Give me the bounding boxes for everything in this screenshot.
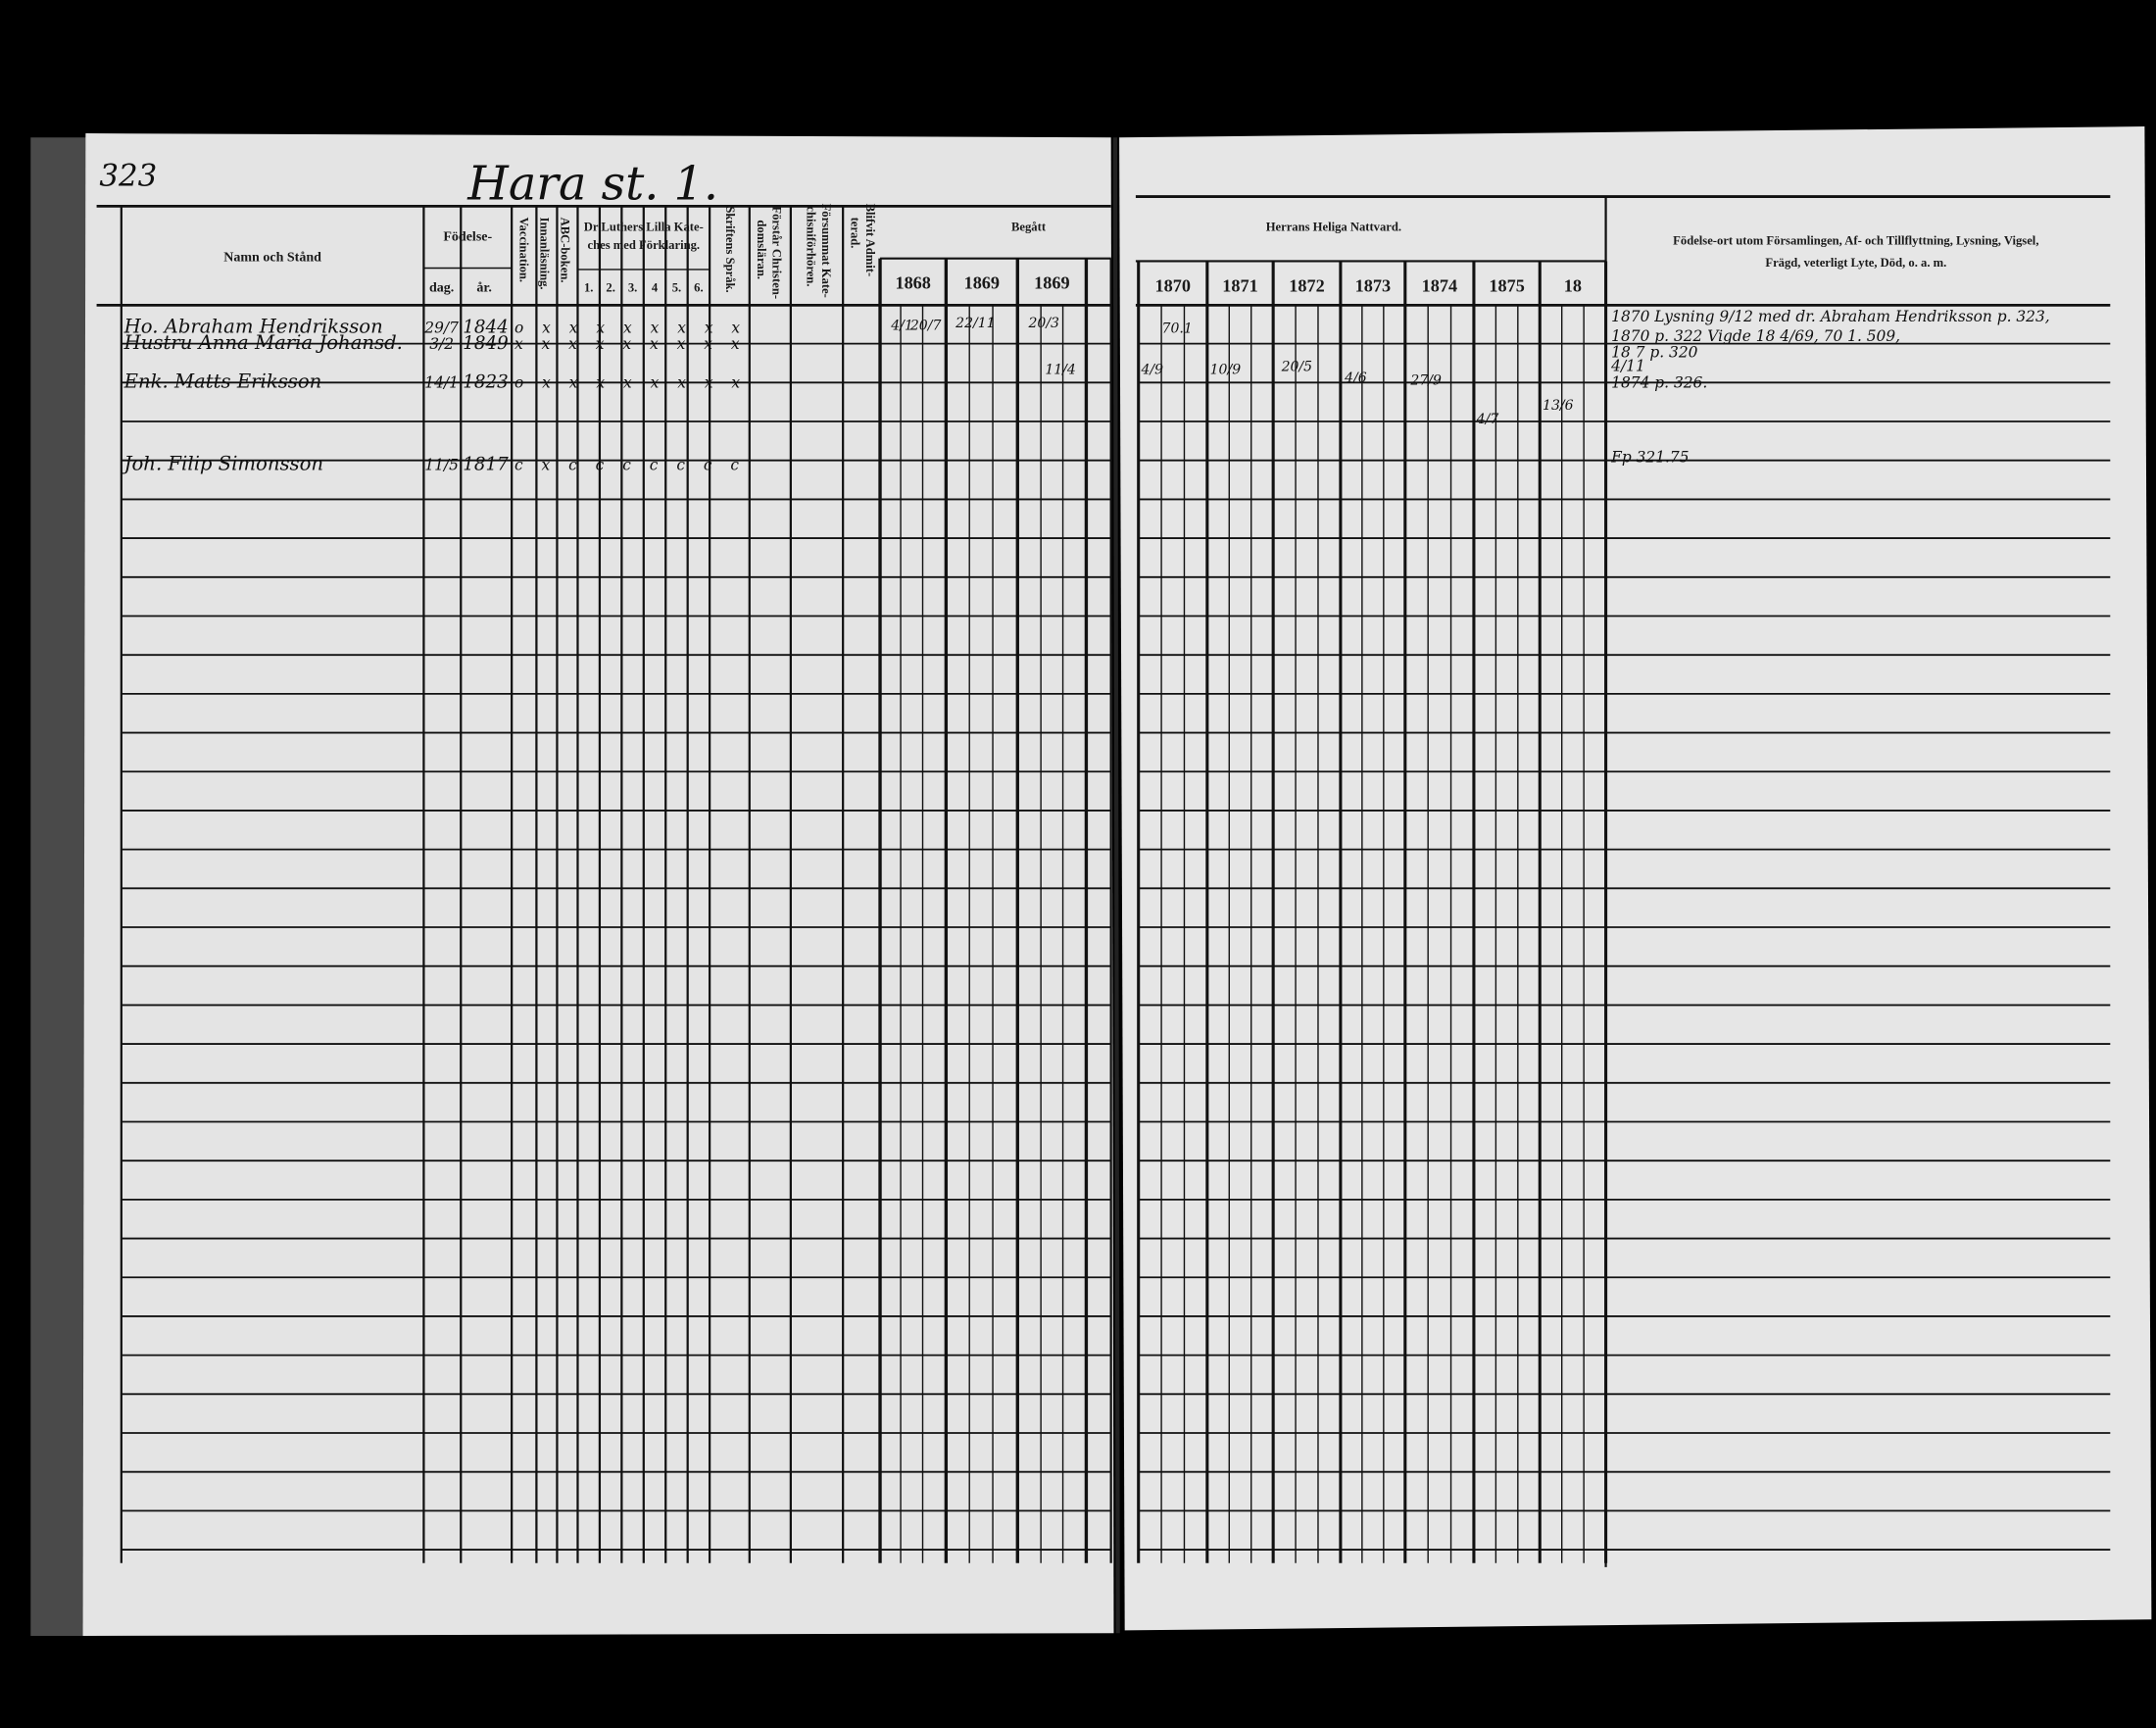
entry-birth-year: 1849	[463, 333, 509, 354]
communion-mark: 20/7	[909, 319, 942, 334]
year-header: 1869	[1034, 273, 1069, 293]
header-nattvard: Herrans Heliga Nattvard.	[1266, 221, 1401, 234]
remark-line: 1874 p. 326.	[1611, 374, 1707, 392]
catechism-part-label: 6.	[694, 280, 703, 294]
entry-marks: o x x x x x x x x	[514, 319, 747, 336]
communion-mark: 22/11	[955, 316, 995, 331]
communion-mark: 4/6	[1344, 370, 1367, 386]
catechism-part-label: 1.	[584, 280, 593, 294]
entry-name: Hustru Anna Maria Johansd.	[123, 331, 403, 354]
remark-line: Fp 321.75	[1610, 448, 1689, 466]
year-header: 1868	[895, 273, 930, 293]
header-name: Namn och Stånd	[223, 250, 321, 265]
entry-birth-year: 1817	[463, 455, 509, 475]
header-forstar-1: Förstår Christen-	[770, 206, 784, 299]
right-page	[1119, 126, 2152, 1631]
communion-mark: 13/6	[1543, 398, 1574, 414]
catechism-part-label: 5.	[672, 280, 681, 294]
communion-mark: 20/3	[1028, 316, 1060, 331]
header-remarks-2: Frägd, veterligt Lyte, Död, o. a. m.	[1765, 256, 1946, 270]
communion-mark: 4/7	[1476, 412, 1499, 427]
communion-mark: 27/9	[1409, 373, 1442, 389]
year-header: 1873	[1355, 275, 1391, 295]
year-header: 18	[1564, 275, 1582, 295]
header-forsummat-1: Försummat Kate-	[819, 204, 833, 298]
year-header: 1870	[1155, 275, 1191, 295]
entry-birth-day: 3/2	[429, 335, 454, 353]
catechism-part-label: 2.	[606, 280, 614, 294]
year-header: 1875	[1489, 275, 1524, 295]
entry-birth-year: 1844	[463, 317, 508, 337]
header-admitterad-2: terad.	[849, 218, 862, 249]
entry-marks: x x x x x x x x x	[514, 335, 747, 353]
header-birth: Födelse-	[443, 229, 492, 244]
remark-line: 1870 p. 322 Vigde 18 4/69, 70 1. 509,	[1611, 327, 1900, 345]
communion-mark: 20/5	[1281, 360, 1313, 375]
entry-birth-year: 1823	[463, 372, 508, 393]
year-header: 1869	[964, 273, 1000, 293]
remark-line: 4/11	[1610, 358, 1645, 375]
entry-birth-day: 14/1	[424, 374, 459, 392]
gutter	[1112, 137, 1120, 1634]
communion-mark: 11/4	[1045, 362, 1075, 377]
year-header: 1872	[1289, 275, 1324, 295]
header-remarks-1: Födelse-ort utom Församlingen, Af- och T…	[1673, 234, 2038, 248]
communion-mark: 4/1	[890, 319, 913, 334]
entry-name: Enk. Matts Eriksson	[123, 370, 322, 393]
left-page	[82, 133, 1114, 1637]
entry-birth-day: 11/5	[424, 457, 459, 474]
entry-marks: o x x x x x x x x	[514, 374, 747, 392]
catechism-part-label: 3.	[628, 280, 637, 294]
communion-mark: 10/9	[1210, 362, 1242, 377]
header-birth-year: år.	[476, 280, 491, 295]
entry-marks: c x c c c c c c c	[514, 457, 746, 474]
header-begatt: Begått	[1011, 221, 1047, 234]
header-forstar-2: domsläran.	[755, 220, 768, 279]
header-birth-day: dag.	[429, 280, 454, 295]
header-skriftens: Skriftens Språk.	[723, 206, 737, 292]
remark-line: 1870 Lysning 9/12 med dr. Abraham Hendri…	[1611, 308, 2050, 325]
header-vaccination: Vaccination.	[517, 218, 531, 282]
header-forsummat-2: chisniförhören.	[805, 206, 818, 286]
village-title: Hara st. 1.	[466, 157, 718, 211]
ruled-grid	[96, 195, 2111, 1567]
header-admitterad-1: Blifvit Admit-	[863, 204, 877, 277]
catechism-part-label: 4	[652, 280, 659, 294]
header-abc: ABC-boken.	[559, 218, 572, 283]
remark-line: 18 7 p. 320	[1611, 344, 1697, 362]
year-header: 1871	[1222, 275, 1257, 295]
entry-name: Joh. Filip Simonsson	[121, 453, 323, 475]
entry-birth-day: 29/7	[423, 319, 459, 336]
communion-mark: 4/9	[1141, 362, 1164, 377]
communion-mark: 70.1	[1162, 321, 1193, 336]
entry-name: Ho. Abraham Hendriksson	[123, 315, 383, 337]
year-header: 1874	[1422, 275, 1457, 295]
header-innanlasning: Innanläsning.	[538, 218, 552, 290]
page-number: 323	[99, 158, 157, 193]
